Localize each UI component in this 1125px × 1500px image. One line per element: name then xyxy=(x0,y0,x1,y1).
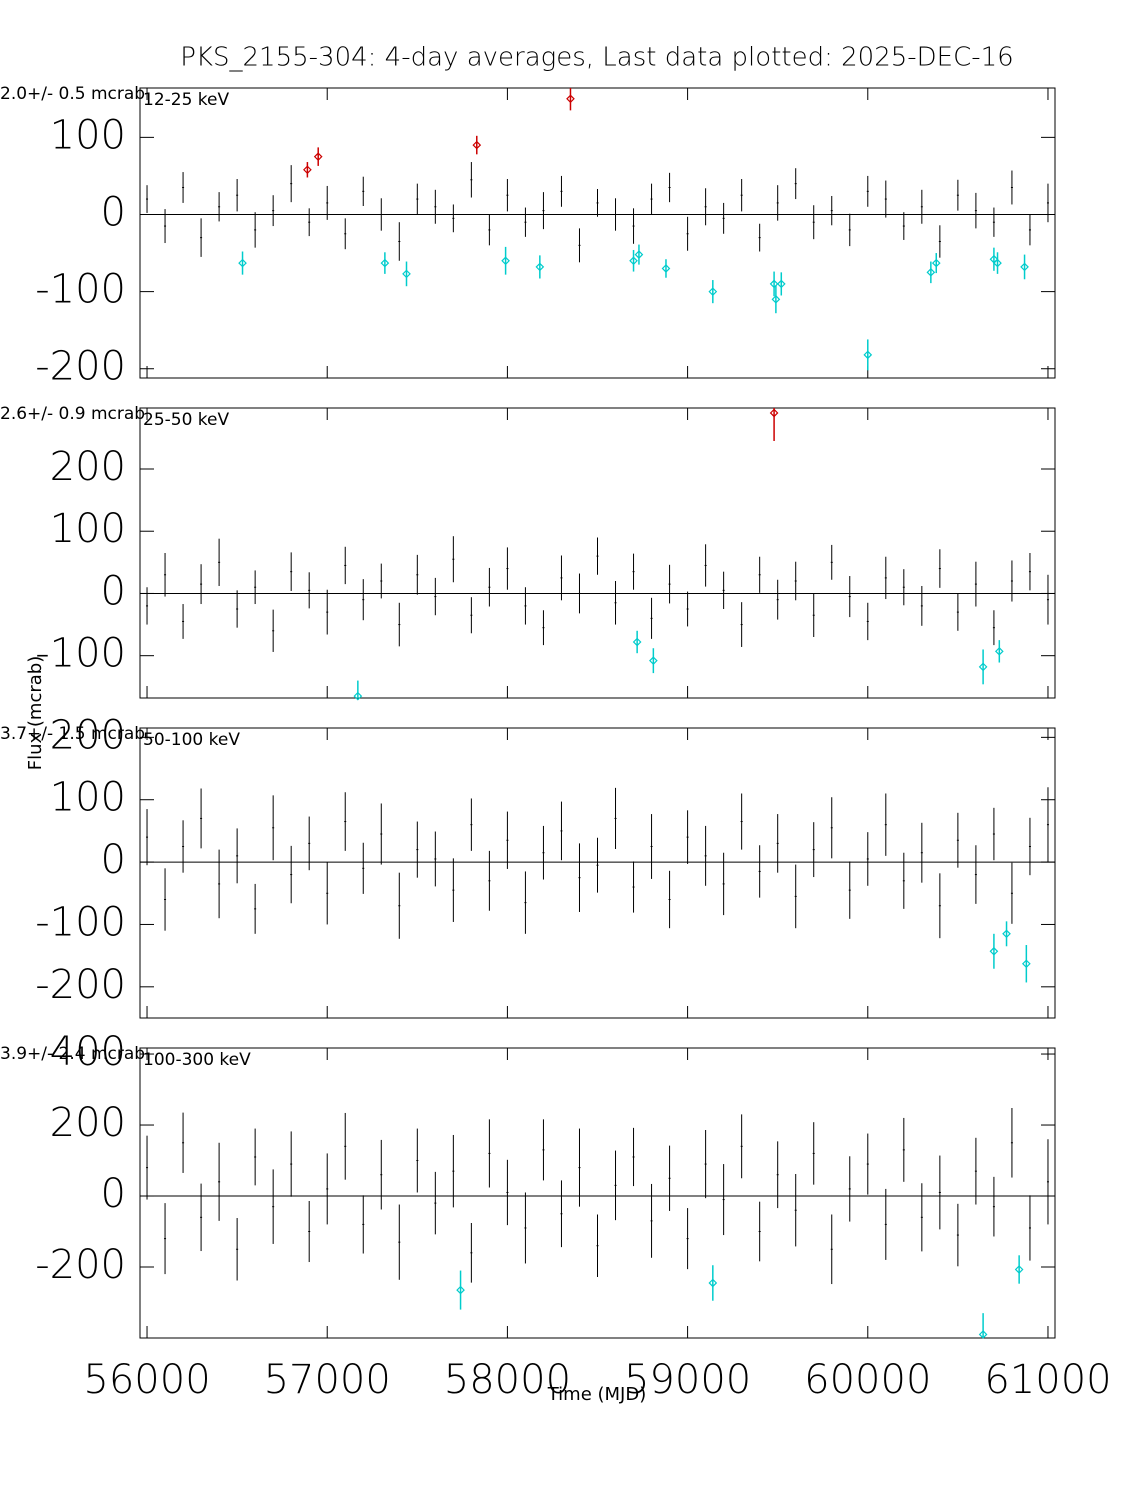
energy-band-label: 50-100 keV xyxy=(143,730,240,750)
y-tick-label: -200 xyxy=(35,962,126,1008)
data-point xyxy=(708,1278,718,1288)
y-tick-label: 0 xyxy=(101,837,126,883)
y-tick-label: -200 xyxy=(35,1242,126,1288)
data-point xyxy=(776,279,786,289)
data-point xyxy=(353,691,363,701)
data-point xyxy=(1020,262,1029,272)
data-point xyxy=(303,165,312,175)
y-tick-label: 100 xyxy=(50,112,126,158)
data-point xyxy=(993,258,1002,268)
data-point xyxy=(566,94,575,104)
mean-flux-label: 2.6+/- 0.9 mcrab xyxy=(0,404,145,424)
y-tick-label: -100 xyxy=(35,267,126,313)
y-tick-label: 200 xyxy=(50,1100,126,1146)
data-point xyxy=(769,279,779,289)
data-point xyxy=(926,267,936,277)
y-tick-label: -100 xyxy=(35,631,126,677)
x-axis-label: Time (MJD) xyxy=(547,1384,647,1405)
y-tick-label: 200 xyxy=(50,712,126,758)
data-point xyxy=(402,269,411,279)
energy-band-label: 25-50 keV xyxy=(143,410,229,430)
data-point xyxy=(472,140,482,150)
x-tick-label: 57000 xyxy=(264,1357,391,1403)
x-tick-label: 60000 xyxy=(804,1357,931,1403)
data-point xyxy=(1014,1265,1024,1274)
data-point xyxy=(931,258,941,268)
y-axis-label: Flux (mcrab) xyxy=(25,656,46,770)
y-tick-label: 100 xyxy=(50,775,126,821)
data-point xyxy=(1002,929,1011,939)
y-tick-label: -100 xyxy=(35,899,126,945)
data-point xyxy=(380,258,390,268)
data-point xyxy=(1022,959,1031,969)
plot-frame xyxy=(139,1047,1056,1339)
data-point xyxy=(313,152,323,161)
data-point xyxy=(661,264,671,273)
data-point xyxy=(629,256,638,266)
data-point xyxy=(708,287,718,296)
energy-band-label: 12-25 keV xyxy=(143,90,229,110)
data-point xyxy=(978,662,988,672)
data-point xyxy=(535,262,545,272)
data-point xyxy=(632,637,642,647)
plot-frame xyxy=(139,87,1056,379)
y-tick-label: -200 xyxy=(35,344,126,390)
y-tick-label: 0 xyxy=(101,568,126,614)
data-point xyxy=(771,294,781,304)
data-point xyxy=(978,1330,988,1339)
data-point xyxy=(863,350,873,360)
plot-frame xyxy=(139,407,1056,699)
x-tick-label: 61000 xyxy=(984,1357,1111,1403)
data-point xyxy=(994,646,1004,656)
data-point xyxy=(634,250,644,259)
plot-frame xyxy=(139,727,1056,1019)
data-point xyxy=(501,256,510,266)
mean-flux-label: 3.7+/- 1.5 mcrab xyxy=(0,724,145,744)
data-point xyxy=(989,946,999,956)
x-tick-label: 56000 xyxy=(83,1357,210,1403)
y-tick-label: 400 xyxy=(50,1029,126,1075)
x-tick-label: 59000 xyxy=(624,1357,751,1403)
x-tick-label: 58000 xyxy=(444,1357,571,1403)
chart-title: PKS_2155-304: 4-day averages, Last data … xyxy=(180,43,1013,73)
mean-flux-label: 2.0+/- 0.5 mcrab xyxy=(0,84,145,104)
data-point xyxy=(769,408,779,418)
y-tick-label: 200 xyxy=(50,444,126,490)
mean-flux-label: 3.9+/- 2.4 mcrab xyxy=(0,1044,145,1064)
y-tick-label: 100 xyxy=(50,506,126,552)
data-point xyxy=(238,258,247,268)
y-tick-label: 0 xyxy=(101,189,126,235)
y-tick-label: 0 xyxy=(101,1171,126,1217)
data-point xyxy=(456,1285,465,1295)
energy-band-label: 100-300 keV xyxy=(143,1050,251,1070)
data-point xyxy=(649,656,658,666)
